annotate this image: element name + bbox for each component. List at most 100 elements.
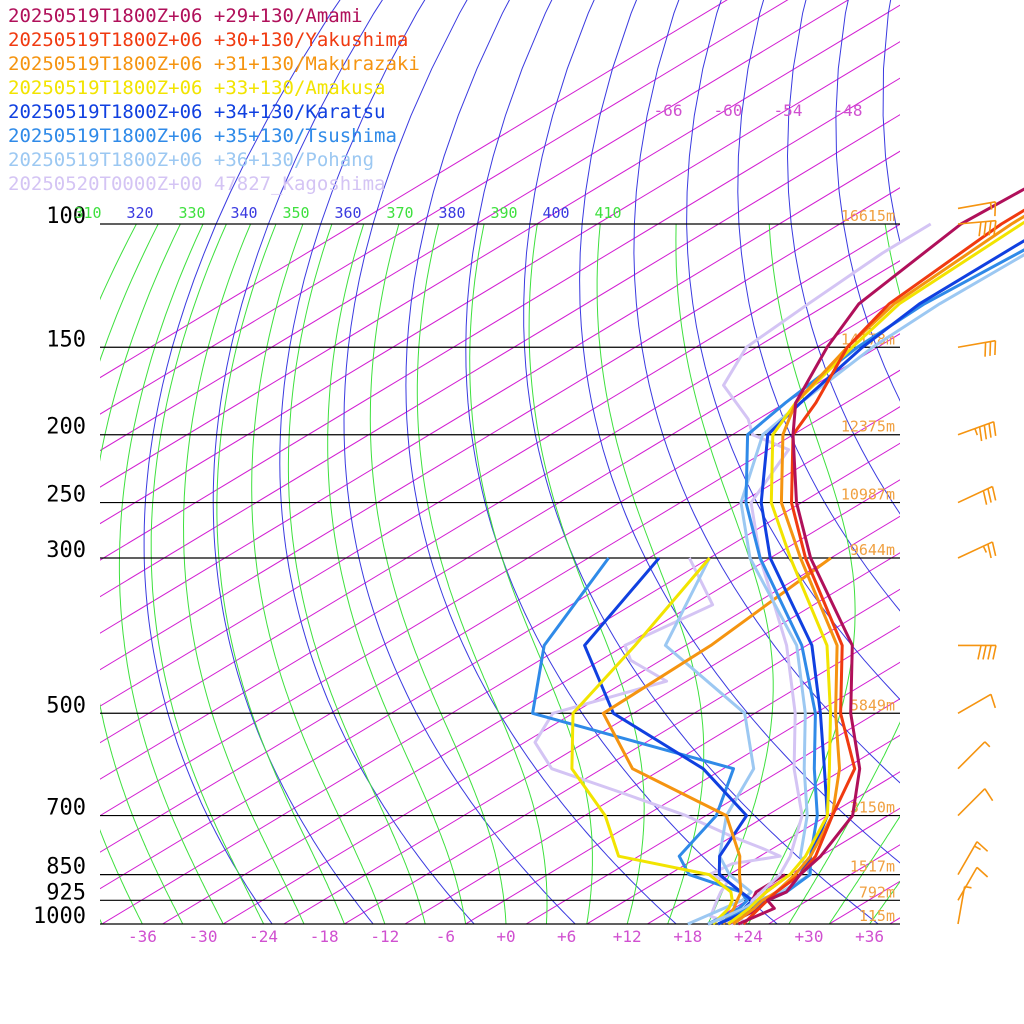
dry-adiabat-line	[212, 0, 383, 924]
pressure-label: 500	[46, 693, 86, 718]
dewpoint-line	[583, 557, 754, 926]
moist-adiabat-line	[528, 223, 645, 924]
wind-barb-flag	[984, 741, 991, 748]
height-label: 10987m	[841, 486, 895, 504]
moist-adiabat-line	[216, 223, 345, 924]
wind-barb-staff	[957, 866, 978, 901]
dry-adiabat-grid	[143, 0, 1024, 939]
wind-barb-flag	[987, 543, 992, 559]
height-label: 5849m	[850, 696, 895, 714]
isotherm-line	[100, 41, 900, 525]
theta-label: 340	[230, 204, 257, 222]
wind-barb-flag	[964, 885, 972, 889]
wind-barb	[957, 485, 997, 505]
legend-item: 20250519T1800Z+06 +30+130/Yakushima	[8, 29, 409, 51]
temperature-line	[727, 220, 1024, 926]
wind-barb-flag	[989, 341, 992, 356]
wind-barb	[957, 885, 972, 925]
height-label: 16615m	[841, 207, 895, 225]
wind-barb-flag	[978, 426, 983, 442]
wind-barb	[957, 841, 989, 875]
dry-adiabat-line	[1017, 0, 1024, 939]
wind-barb	[957, 866, 989, 901]
sounding-profiles	[531, 187, 1024, 926]
mixing-label: -48	[834, 101, 863, 120]
moist-adiabat-line	[416, 223, 548, 924]
wind-barb	[957, 788, 994, 817]
moist-adiabat-line	[869, 880, 900, 924]
theta-label: 410	[594, 204, 621, 222]
wind-barb-staff	[957, 886, 966, 925]
isotherm-line	[100, 0, 789, 415]
moist-adiabat-line	[287, 223, 426, 924]
theta-label: 310	[74, 204, 101, 222]
wind-barb-flag	[974, 845, 981, 851]
x-tick-label: +24	[734, 927, 763, 946]
wind-barb	[958, 644, 997, 660]
dry-adiabat-line	[786, 0, 900, 515]
wind-barb-flag	[976, 866, 989, 878]
wind-barb-flag	[982, 490, 988, 505]
dewpoint-line	[531, 557, 749, 926]
isotherm-line	[100, 150, 900, 634]
dry-adiabat-line	[686, 0, 900, 701]
wind-barb-flag	[994, 201, 997, 217]
isotherm-line	[161, 479, 900, 924]
temperature-line	[722, 222, 932, 925]
wind-barb-flag	[992, 645, 997, 660]
wind-barb-flag	[993, 220, 997, 235]
theta-label: 320	[126, 204, 153, 222]
x-tick-label: -18	[310, 927, 339, 946]
theta-label: 370	[386, 204, 413, 222]
legend-item: 20250519T1800Z+06 +29+130/Amami	[8, 5, 363, 27]
isotherm-line	[100, 0, 850, 452]
moist-adiabat-line	[150, 223, 265, 924]
dry-adiabat-line	[279, 0, 475, 924]
legend-item: 20250519T1800Z+06 +33+130/Amakusa	[8, 77, 386, 99]
wind-barb-flag	[983, 221, 987, 236]
wind-barb-flag	[988, 221, 992, 236]
theta-label: 380	[438, 204, 465, 222]
dry-adiabat-line	[405, 0, 677, 924]
wind-barb-flag	[984, 342, 987, 357]
pressure-label: 250	[46, 483, 86, 508]
wind-barb-staff	[957, 219, 996, 225]
isotherm-line	[404, 625, 900, 924]
height-label: 12375m	[841, 418, 895, 436]
theta-label: 390	[490, 204, 517, 222]
isotherm-line	[100, 369, 900, 853]
isotherm-line	[986, 0, 1024, 939]
pressure-label: 1000	[33, 904, 86, 929]
wind-barb-staff	[957, 693, 992, 714]
height-label: 792m	[859, 883, 895, 901]
x-tick-label: +12	[613, 927, 642, 946]
wind-barb-staff	[957, 541, 993, 559]
wind-barb-flag	[987, 488, 992, 503]
pressure-label: 100	[46, 204, 86, 229]
pressure-label: 850	[46, 855, 86, 880]
wind-barb-flag	[984, 788, 994, 802]
isotherm-line	[585, 734, 900, 924]
mixing-label: -66	[654, 101, 683, 120]
x-tick-label: -30	[189, 927, 218, 946]
dry-adiabat-line	[882, 0, 900, 245]
dry-adiabat-line	[579, 0, 900, 864]
wind-barb-flag	[976, 841, 989, 852]
legend-item: 20250519T1800Z+06 +36+130/Pohang	[8, 149, 375, 171]
wind-barb-staff	[957, 485, 993, 504]
x-tick-label: +18	[673, 927, 702, 946]
wind-barb-staff	[957, 841, 978, 875]
height-label: 115m	[859, 907, 895, 925]
theta-label: 330	[178, 204, 205, 222]
wind-barb-flag	[977, 645, 982, 660]
x-tick-label: -12	[370, 927, 399, 946]
wind-barb-flag	[982, 545, 988, 553]
dry-adiabat-line	[343, 0, 576, 924]
dry-adiabat-line	[737, 0, 900, 612]
temperature-line	[737, 187, 1024, 926]
isotherm-line	[282, 552, 900, 924]
height-label: 1517m	[850, 858, 895, 876]
wind-barb-staff	[957, 788, 986, 817]
